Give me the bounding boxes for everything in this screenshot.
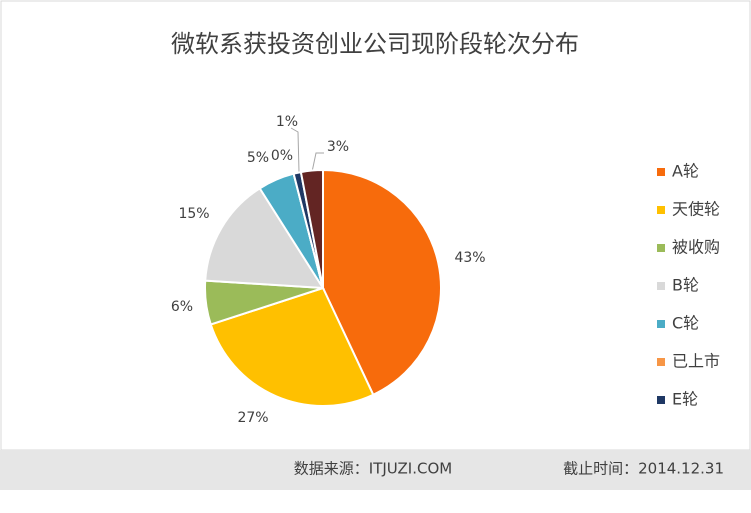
data-label: 0% <box>271 148 293 164</box>
legend-label: C轮 <box>672 314 699 333</box>
data-label: 43% <box>454 250 485 266</box>
legend-swatch <box>657 396 665 404</box>
pie-slice <box>209 286 375 407</box>
legend-swatch <box>657 358 665 366</box>
footer-band <box>0 450 751 490</box>
date-note: 截止时间：2014.12.31 <box>563 460 724 478</box>
data-label: 5% <box>247 150 269 166</box>
pie-slice <box>204 186 325 290</box>
pie-slice <box>299 168 324 289</box>
legend-swatch <box>657 282 665 290</box>
data-label: 3% <box>327 139 349 155</box>
data-label: 15% <box>178 206 209 222</box>
legend-label: E轮 <box>672 390 698 409</box>
leader-line <box>311 152 324 173</box>
legend-swatch <box>657 244 665 252</box>
pie <box>204 168 442 407</box>
legend-label: A轮 <box>672 162 699 181</box>
data-label: 1% <box>276 114 298 130</box>
legend-swatch <box>657 320 665 328</box>
legend-swatch <box>657 206 665 214</box>
data-label: 27% <box>237 410 268 426</box>
legend-swatch <box>657 168 665 176</box>
legend-label: B轮 <box>672 276 699 295</box>
data-label: 6% <box>171 299 193 315</box>
source: 数据来源：ITJUZI.COM <box>294 460 452 478</box>
legend-label: 被收购 <box>672 238 720 257</box>
chart-title: 微软系获投资创业公司现阶段轮次分布 <box>171 30 579 58</box>
legend-label: 天使轮 <box>672 200 720 219</box>
legend-label: 已上市 <box>672 352 720 371</box>
pie-slice <box>322 168 442 397</box>
leader-line <box>290 127 300 173</box>
